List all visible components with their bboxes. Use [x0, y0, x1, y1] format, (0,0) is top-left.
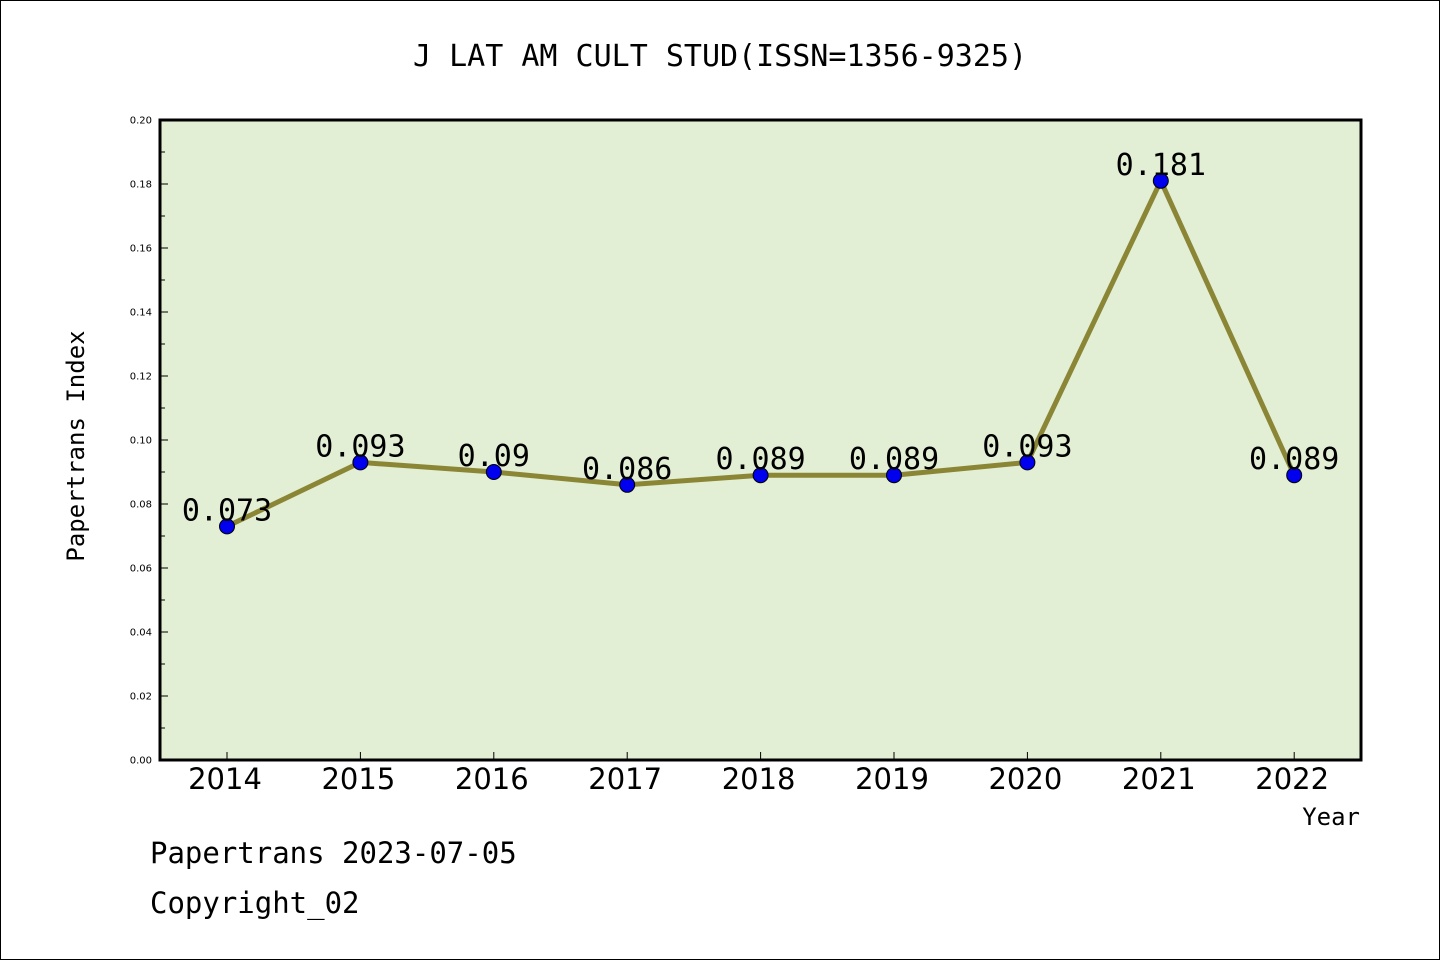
data-point — [485, 464, 502, 480]
data-label: 0.089 — [1249, 442, 1339, 477]
x-axis: 2014 2015 2016 2017 2018 2019 2020 2021 2022 — [188, 752, 1329, 796]
y-axis-label: Papertrans Index — [62, 330, 90, 561]
data-point — [1152, 172, 1169, 189]
x-tick-label: 2021 — [1122, 762, 1196, 796]
chart-title: J LAT AM CULT STUD(ISSN=1356-9325) — [413, 39, 1027, 74]
footer-date: Papertrans 2023-07-05 — [150, 836, 517, 870]
y-tick-label: 0.06 — [130, 564, 152, 575]
y-tick-label: 0.18 — [130, 180, 152, 191]
y-tick-label: 0.02 — [130, 692, 152, 703]
data-points — [219, 172, 1303, 535]
data-point — [886, 467, 902, 484]
plot-area — [158, 118, 1363, 762]
x-axis-label: Year — [1302, 803, 1360, 831]
x-tick-label: 2015 — [321, 762, 395, 796]
x-tick-label: 2014 — [188, 762, 262, 796]
y-tick-label: 0.14 — [130, 308, 152, 319]
x-tick-label: 2018 — [722, 762, 796, 796]
data-labels: 0.073 0.093 0.09 0.086 0.089 0.089 0.093 0.181 0… — [182, 148, 1340, 529]
data-point — [1019, 454, 1036, 471]
y-tick-label: 0.04 — [130, 628, 152, 639]
data-label: 0.089 — [849, 442, 939, 477]
data-label: 0.09 — [458, 439, 530, 474]
data-point — [352, 454, 369, 471]
data-point — [219, 518, 235, 535]
x-tick-label: 2017 — [588, 762, 662, 796]
data-label: 0.086 — [582, 452, 672, 487]
footer-copyright: Copyright_02 — [150, 886, 360, 921]
data-point — [752, 467, 769, 484]
y-tick-label: 0.08 — [130, 500, 152, 511]
x-tick-label: 2019 — [855, 762, 929, 796]
x-tick-label: 2022 — [1255, 762, 1329, 796]
data-label: 0.181 — [1116, 148, 1206, 183]
data-label: 0.073 — [182, 493, 272, 528]
y-axis: 0.00 0.02 0.04 0.06 0.08 0.10 0.12 0.14 0.16 0.18… — [130, 116, 168, 767]
data-label: 0.093 — [315, 429, 405, 464]
data-label: 0.089 — [715, 442, 805, 477]
y-tick-label: 0.16 — [130, 244, 152, 255]
y-tick-label: 0.12 — [130, 372, 152, 383]
y-tick-label: 0.20 — [130, 116, 152, 127]
data-label: 0.093 — [982, 429, 1072, 464]
data-point — [1286, 467, 1303, 484]
x-tick-label: 2020 — [988, 762, 1062, 796]
x-tick-label: 2016 — [455, 762, 529, 796]
y-tick-label: 0.00 — [130, 756, 152, 767]
y-tick-label: 0.10 — [130, 436, 152, 447]
data-point — [619, 476, 636, 493]
